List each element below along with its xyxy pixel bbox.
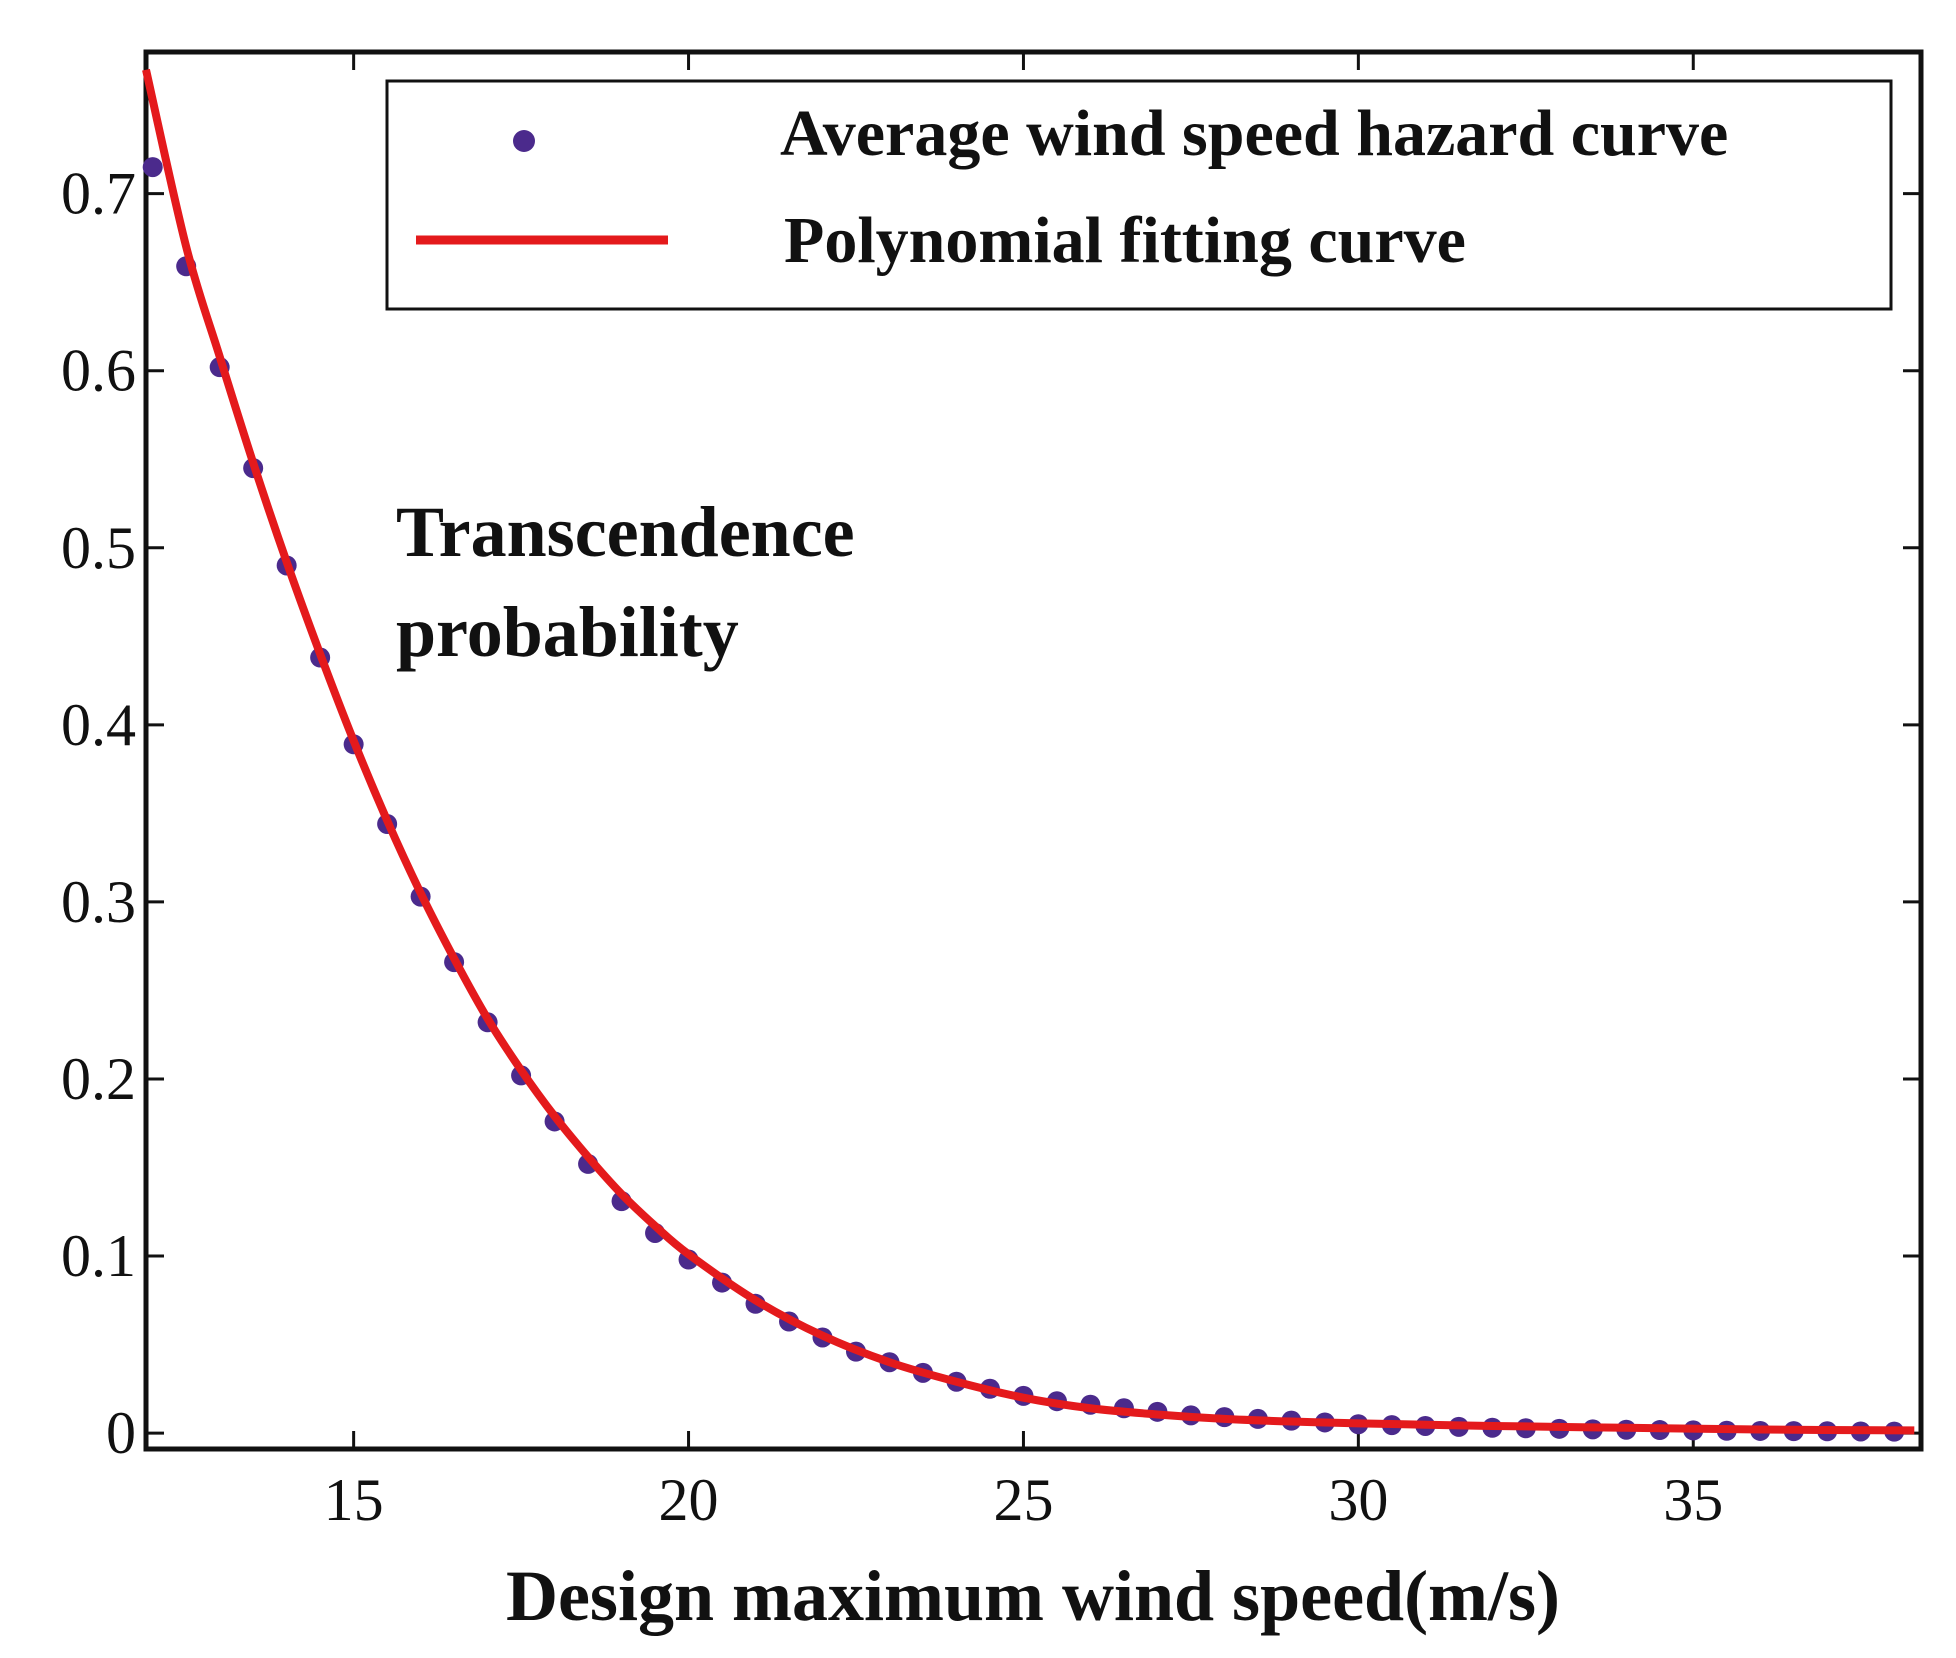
x-axis-label: Design maximum wind speed(m/s) bbox=[506, 1556, 1560, 1636]
legend-label-scatter: Average wind speed hazard curve bbox=[780, 97, 1728, 170]
scatter-point bbox=[142, 157, 163, 178]
plot-frame bbox=[143, 49, 1924, 1452]
y-tick-label: 0.2 bbox=[61, 1046, 136, 1112]
fit-line bbox=[142, 68, 1915, 1435]
y-tick-label: 0.6 bbox=[61, 338, 136, 404]
y-tick-label: 0.1 bbox=[61, 1223, 136, 1289]
x-tick-label: 20 bbox=[659, 1467, 719, 1533]
x-tick-labels: 15 20 25 30 35 bbox=[324, 1467, 1724, 1533]
x-tick-label: 25 bbox=[993, 1467, 1053, 1533]
y-tick-label: 0 bbox=[106, 1400, 136, 1466]
y-tick-labels: 0 0.1 0.2 0.3 0.4 0.5 0.6 0.7 bbox=[61, 161, 136, 1466]
legend-label-line: Polynomial fitting curve bbox=[784, 204, 1466, 277]
y-tick-label: 0.4 bbox=[61, 692, 136, 758]
x-tick-label: 35 bbox=[1663, 1467, 1723, 1533]
y-tick-label: 0.5 bbox=[61, 515, 136, 581]
y-tick-label: 0.7 bbox=[61, 161, 136, 227]
y-tick-label: 0.3 bbox=[61, 869, 136, 935]
legend-marker-scatter bbox=[513, 130, 535, 152]
series-layer bbox=[142, 68, 1915, 1442]
axis-ticks bbox=[146, 52, 1921, 1449]
x-tick-label: 30 bbox=[1328, 1467, 1388, 1533]
annotation-line-2: probability bbox=[396, 592, 739, 672]
x-tick-label: 15 bbox=[324, 1467, 384, 1533]
legend-box bbox=[385, 79, 1893, 311]
plot-area: 15 20 25 30 35 0 0.1 0.2 0.3 0.4 0.5 0.6 0.7 bbox=[61, 49, 1924, 1533]
annotation-line-1: Transcendence bbox=[396, 492, 855, 572]
legend: Average wind speed hazard curve Polynomi… bbox=[385, 79, 1893, 311]
